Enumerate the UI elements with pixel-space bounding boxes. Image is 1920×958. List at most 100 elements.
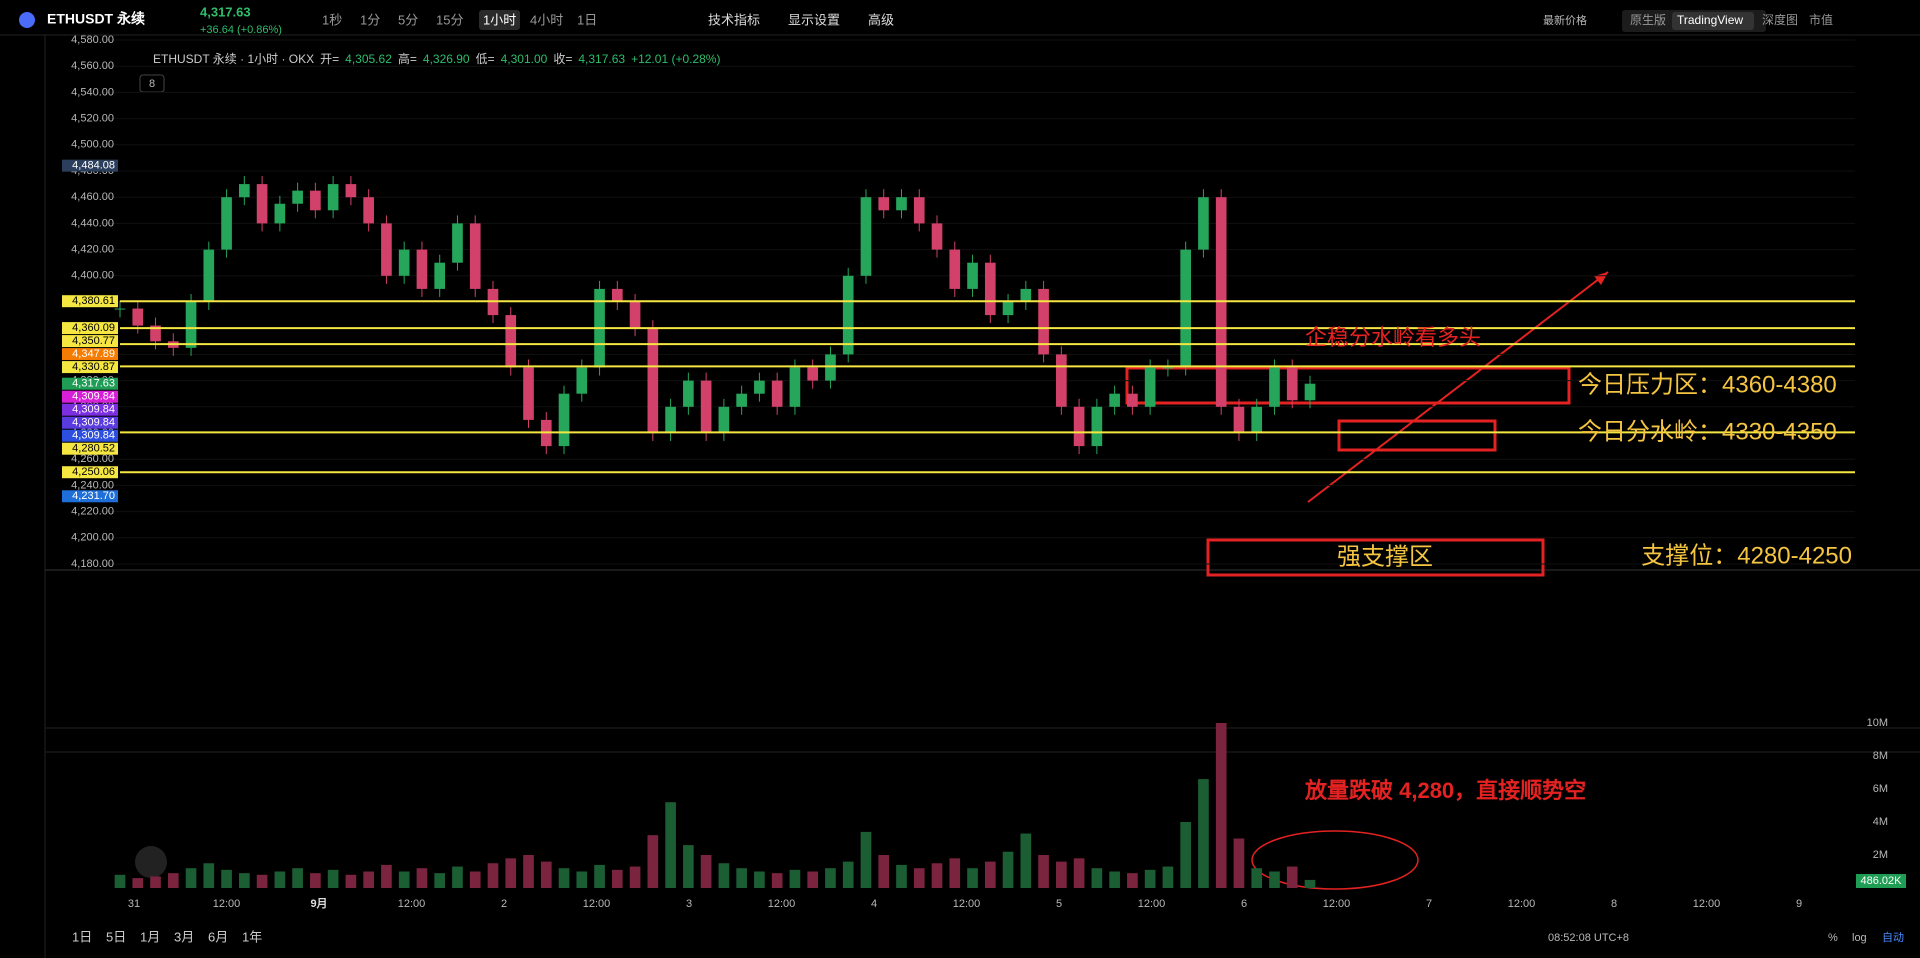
view[interactable]: 市值	[1809, 12, 1833, 27]
price-tag-label: 4,309.84	[72, 404, 115, 416]
volume-bar	[825, 868, 836, 888]
price-tag-label: 4,231.70	[72, 490, 115, 502]
x-tick-label: 31	[128, 898, 140, 910]
y-tick-label: 4,260.00	[71, 453, 114, 465]
volume-bar	[1127, 873, 1138, 888]
view[interactable]: TradingView	[1677, 13, 1743, 27]
symbol[interactable]: ETHUSDT 永续	[47, 11, 145, 27]
volume-bar	[594, 864, 605, 888]
view[interactable]: 原生版	[1630, 13, 1666, 27]
range-button[interactable]: 1月	[140, 929, 160, 944]
price-tag	[62, 348, 118, 361]
volume-bar	[878, 855, 890, 888]
toolbar-item[interactable]: 技术指标	[708, 12, 760, 27]
volume-bar	[754, 871, 765, 888]
volume-bar	[771, 873, 783, 888]
toolbar-item[interactable]: 显示设置	[788, 12, 840, 27]
price-tag	[62, 466, 118, 479]
volume-bar	[718, 863, 730, 888]
price-tag	[62, 390, 118, 403]
price-tag-label: 4,317.63	[72, 378, 115, 390]
y-tick-label: 4,400.00	[71, 270, 114, 282]
price-tag	[62, 361, 118, 374]
indicator-count[interactable]: 8	[149, 78, 155, 90]
pct[interactable]: %	[1828, 932, 1838, 944]
y-tick-label: 4,500.00	[71, 139, 114, 151]
annotation: 放量跌破 4,280，直接顺势空	[1304, 778, 1586, 803]
price-tag	[62, 429, 118, 442]
legend-o: 4,305.62	[345, 52, 392, 66]
volume-bar	[292, 868, 303, 888]
x-tick-label: 12:00	[953, 898, 981, 910]
legend-title: ETHUSDT 永续 · 1小时 · OKX	[153, 52, 314, 66]
annotation: 今日分水岭：4330-4350	[1578, 418, 1837, 445]
interval[interactable]: 15分	[436, 12, 463, 27]
x-tick-label: 2	[501, 898, 507, 910]
legend-c-label: 收=	[553, 52, 572, 66]
x-tick-label: 12:00	[398, 898, 426, 910]
volume-bar	[487, 863, 499, 888]
x-tick-label: 12:00	[1693, 898, 1721, 910]
volume-bar	[736, 868, 747, 888]
price-tag	[62, 335, 118, 348]
volume-bar	[665, 802, 676, 888]
range-button[interactable]: 6月	[208, 929, 228, 944]
x-tick-label: 9月	[310, 897, 327, 910]
x-tick-label: 12:00	[1138, 898, 1166, 910]
range-button[interactable]: 1年	[242, 929, 262, 944]
volume-bar	[381, 864, 392, 888]
annotation: 强支撑区	[1337, 543, 1433, 570]
price-tag-label: 4,380.61	[72, 295, 115, 307]
view[interactable]: 深度图	[1762, 12, 1798, 27]
interval[interactable]: 4小时	[530, 12, 563, 27]
legend-o-label: 开=	[320, 52, 339, 66]
volume-bar	[913, 868, 925, 888]
range-button[interactable]: 3月	[174, 929, 194, 944]
price-tag-label: 4,250.06	[72, 466, 115, 478]
interval[interactable]: 1日	[577, 12, 597, 27]
interval[interactable]: 1小时	[483, 12, 516, 27]
price-tag-label: 4,309.84	[72, 391, 115, 403]
y-tick-label: 4,420.00	[71, 244, 114, 256]
range-button[interactable]: 5日	[106, 929, 126, 944]
volume-bar	[1251, 868, 1263, 888]
x-tick-label: 7	[1426, 898, 1432, 910]
annotation: 支撑位：4280-4250	[1641, 542, 1852, 569]
volume-bar	[239, 873, 250, 888]
x-tick-label: 9	[1796, 898, 1802, 910]
x-tick-label: 12:00	[213, 898, 241, 910]
x-tick-label: 12:00	[1323, 898, 1351, 910]
x-tick-label: 12:00	[583, 898, 611, 910]
volume-bar	[221, 869, 232, 888]
price-mode[interactable]: 最新价格	[1543, 13, 1587, 27]
interval[interactable]: 1分	[360, 12, 380, 27]
price-tag	[62, 403, 118, 416]
auto[interactable]: 自动	[1882, 931, 1904, 944]
legend-l: 4,301.00	[501, 52, 548, 66]
volume-bar	[629, 866, 641, 888]
volume-bar	[185, 868, 197, 888]
price-tag-label: 4,309.84	[72, 417, 115, 429]
v-tick-label: 8M	[1873, 750, 1888, 762]
price-tag-label: 4,484.08	[72, 160, 115, 172]
annotation: 企稳分水岭看多头	[1305, 325, 1481, 350]
x-tick-label: 12:00	[768, 898, 796, 910]
price-tag	[62, 490, 118, 503]
volume-bar	[1304, 879, 1316, 888]
volume-bar	[505, 858, 517, 888]
legend-h: 4,326.90	[423, 52, 470, 66]
interval[interactable]: 5分	[398, 12, 418, 27]
volume-bar	[700, 855, 712, 888]
volume-bar	[398, 871, 410, 888]
log[interactable]: log	[1852, 932, 1867, 944]
x-tick-label: 8	[1611, 898, 1617, 910]
toolbar-item[interactable]: 高级	[868, 12, 894, 27]
price-tag	[62, 322, 118, 335]
interval[interactable]: 1秒	[322, 12, 342, 27]
ellipse	[1251, 830, 1419, 890]
x-tick-label: 5	[1056, 898, 1062, 910]
volume-bar	[1109, 871, 1120, 888]
range-button[interactable]: 1日	[72, 929, 92, 944]
volume-bar	[683, 845, 694, 888]
